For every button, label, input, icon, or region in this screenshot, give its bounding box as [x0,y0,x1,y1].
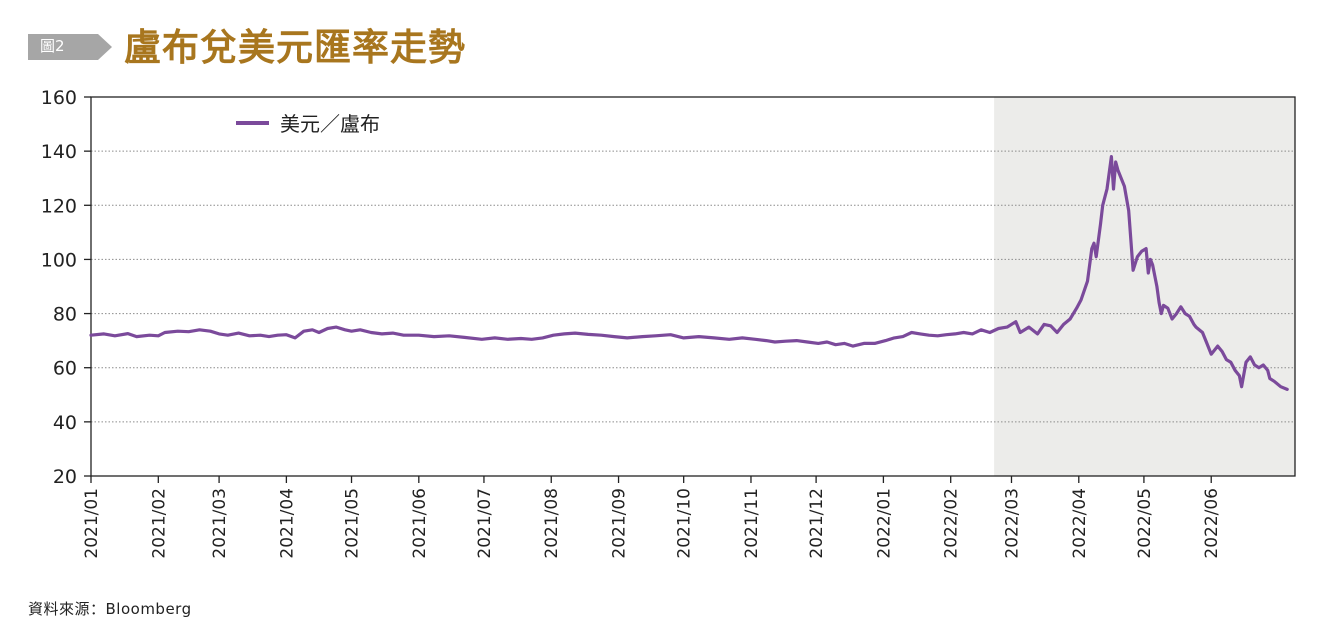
gridlines [91,150,1295,423]
x-tick-label: 2021/08 [542,488,562,559]
figure-tag-badge [28,34,112,60]
x-tick-label: 2021/12 [807,488,827,559]
x-tick-label: 2021/05 [343,488,363,559]
x-tick-label: 2022/01 [874,488,894,559]
source-note: 資料來源：Bloomberg [28,600,192,618]
y-tick-label: 100 [41,249,77,271]
x-tick-label: 2021/04 [277,488,297,559]
x-tick-label: 2021/01 [82,488,102,559]
chart-title: 盧布兌美元匯率走勢 [124,25,466,69]
x-tick-label: 2022/03 [1002,488,1022,559]
chart-header: 圖2 盧布兌美元匯率走勢 [28,22,728,72]
legend-label: 美元／盧布 [280,112,380,136]
y-tick-label: 120 [41,195,77,217]
figure-tag-label: 圖2 [40,37,65,55]
x-tick-label: 2021/03 [210,488,230,559]
x-tick-label: 2022/05 [1135,488,1155,559]
x-tick-label: 2021/10 [675,488,695,559]
y-tick-label: 160 [41,87,77,109]
y-tick-label: 40 [53,412,77,434]
y-tick-label: 20 [53,466,77,488]
x-tick-label: 2021/09 [610,488,630,559]
y-tick-label: 60 [53,358,77,380]
x-tick-label: 2021/06 [410,488,430,559]
y-axis-ticks: 20 40 60 80 100 120 140 160 [41,87,91,488]
y-tick-label: 140 [41,141,77,163]
legend: 美元／盧布 [236,112,380,136]
shaded-period-region [994,97,1295,476]
x-axis-ticks: 2021/01 2021/02 2021/03 2021/04 2021/05 2021/… [82,476,1222,559]
series-line-usd-rub [89,155,1289,391]
x-tick-label: 2022/06 [1202,488,1222,559]
plot-area-frame [90,96,1296,477]
y-tick-label: 80 [53,304,77,326]
x-tick-label: 2022/04 [1070,488,1090,559]
x-tick-label: 2022/02 [942,488,962,559]
x-tick-label: 2021/02 [149,488,169,559]
x-tick-label: 2021/07 [475,488,495,559]
series-layer [89,155,1289,391]
x-tick-label: 2021/11 [742,488,762,559]
